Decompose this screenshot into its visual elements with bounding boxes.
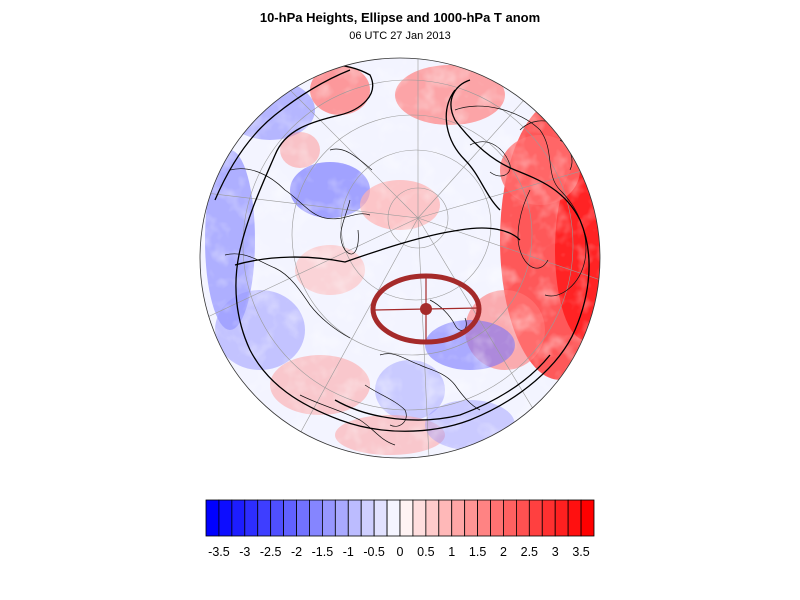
colorbar-tick-label: 3.5 <box>572 545 589 559</box>
colorbar-tick-label: 2.5 <box>521 545 538 559</box>
colorbar-box <box>270 499 285 537</box>
colorbar-tick-labels: -3.5 -3 -2.5 -2 -1.5 -1 -0.5 0 0.5 1 1.5 2 2.5 3 3.5 <box>208 545 590 559</box>
colorbar-box <box>218 499 233 537</box>
colorbar-box <box>516 499 530 537</box>
colorbar-box <box>477 499 491 537</box>
colorbar-tick-label: -2.5 <box>260 545 282 559</box>
colorbar-box <box>283 499 297 537</box>
colorbar-tick-label: -2 <box>291 545 302 559</box>
colorbar-box <box>528 499 543 537</box>
colorbar-box <box>244 499 259 537</box>
height-contours <box>214 64 590 432</box>
colorbar-box <box>309 499 323 537</box>
colorbar-tick-label: -3.5 <box>208 545 230 559</box>
colorbar-box <box>386 499 401 537</box>
colorbar-tick-label: -1 <box>343 545 354 559</box>
colorbar-box <box>580 499 595 537</box>
globe-outline <box>199 57 601 459</box>
colorbar-box <box>541 499 556 537</box>
map-subtitle: 06 UTC 27 Jan 2013 <box>349 30 451 42</box>
colorbar-box <box>425 499 440 537</box>
colorbar-box <box>412 499 427 537</box>
colorbar-box <box>257 499 272 537</box>
colorbar-box <box>321 499 336 537</box>
coastlines <box>224 105 587 446</box>
colorbar-tick-label: -3 <box>239 545 250 559</box>
colorbar-box <box>490 499 504 537</box>
colorbar-box <box>373 499 388 537</box>
vortex-ellipse <box>370 273 482 345</box>
colorbar-box <box>296 499 310 537</box>
colorbar-tick-label: 0 <box>397 545 404 559</box>
colorbar-tick-label: -1.5 <box>312 545 334 559</box>
colorbar-box <box>503 499 517 537</box>
colorbar-tick-label: 0.5 <box>417 545 434 559</box>
colorbar-tick-label: 2 <box>500 545 507 559</box>
colorbar-tick-label: 1 <box>448 545 455 559</box>
colorbar-box <box>554 499 569 537</box>
colorbar-box <box>334 499 349 537</box>
map-title: 10-hPa Heights, Ellipse and 1000-hPa T a… <box>259 10 541 25</box>
colorbar-boxes <box>205 499 595 537</box>
colorbar-tick-label: 3 <box>552 545 559 559</box>
temperature-anomaly-field <box>200 58 600 458</box>
colorbar-tick-label: -0.5 <box>363 545 385 559</box>
colorbar-box <box>399 499 414 537</box>
colorbar-box <box>438 499 453 537</box>
colorbar-box <box>464 499 479 537</box>
colorbar-box <box>347 499 362 537</box>
colorbar-box <box>567 499 582 537</box>
colorbar-box <box>451 499 466 537</box>
colorbar-tick-label: 1.5 <box>469 545 486 559</box>
colorbar-box <box>360 499 375 537</box>
colorbar-box <box>205 499 220 537</box>
colorbar-box <box>231 499 246 537</box>
